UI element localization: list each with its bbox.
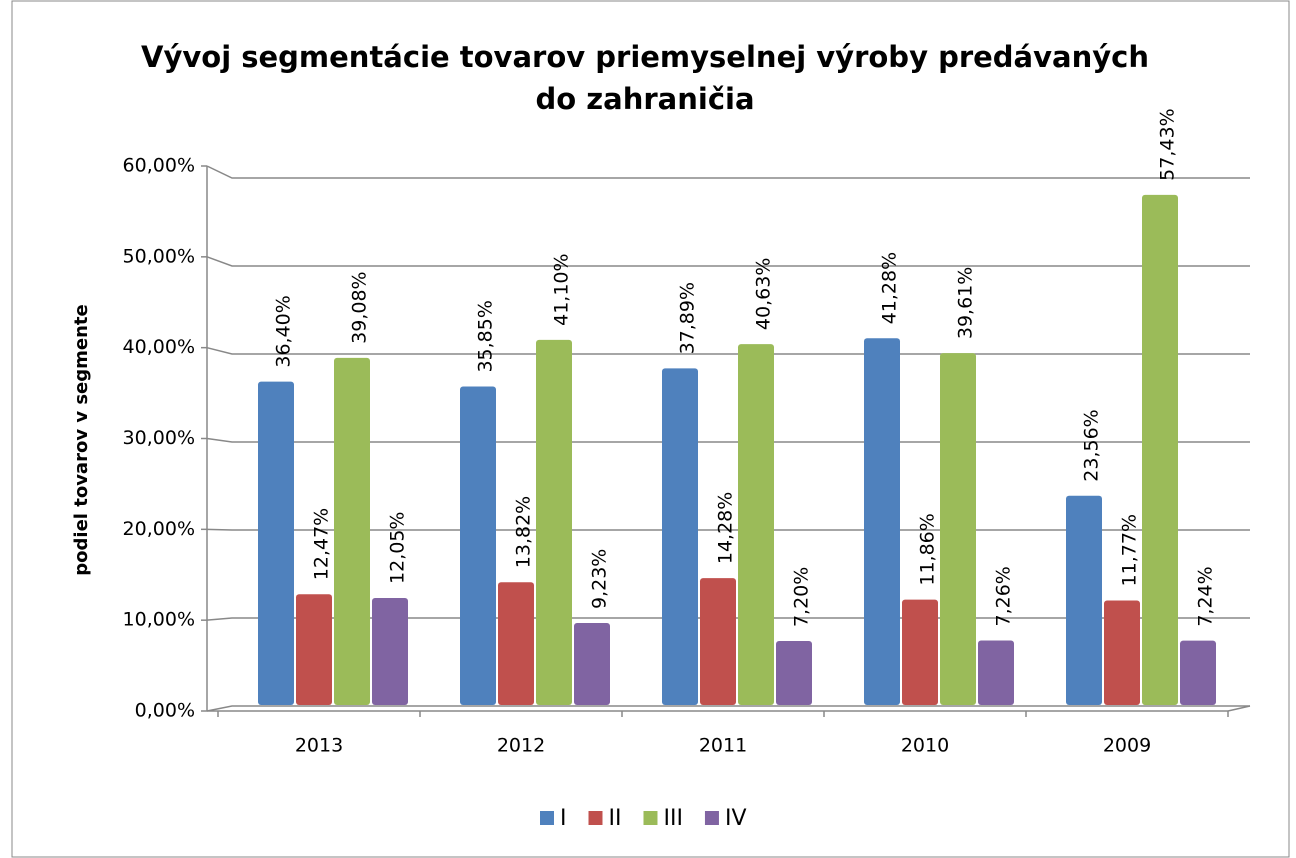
bar	[574, 623, 610, 705]
bar	[372, 597, 408, 705]
x-tick-label: 2009	[1103, 735, 1151, 757]
data-label: 11,86%	[917, 513, 939, 585]
data-label: 35,85%	[475, 300, 497, 372]
data-label: 37,89%	[677, 282, 699, 354]
data-label: 39,08%	[349, 271, 371, 343]
y-tick-label: 60,00%	[123, 155, 195, 177]
data-label: 7,26%	[993, 566, 1015, 626]
y-tick-label: 0,00%	[135, 700, 195, 722]
legend-swatch	[704, 811, 719, 825]
legend-label: IV	[725, 806, 747, 831]
data-label: 36,40%	[273, 295, 295, 367]
y-tick-label: 40,00%	[123, 336, 195, 358]
data-label: 57,43%	[1157, 108, 1179, 180]
bar	[978, 640, 1014, 705]
x-tick-label: 2012	[497, 735, 545, 757]
data-label: 12,05%	[387, 512, 409, 584]
bar	[498, 582, 534, 705]
bar	[536, 339, 572, 705]
grid-line	[206, 437, 1250, 443]
x-tick-label: 2010	[901, 735, 949, 757]
data-label: 23,56%	[1081, 409, 1103, 481]
grid-line	[206, 705, 1250, 712]
y-tick-label: 50,00%	[123, 245, 195, 267]
bar	[940, 353, 976, 705]
bar	[1066, 495, 1102, 705]
bar	[662, 368, 698, 705]
bar	[460, 386, 496, 705]
chart-title: Vývoj segmentácie tovarov priemyselnej v…	[141, 40, 1149, 116]
y-tick-label: 20,00%	[123, 518, 195, 540]
y-tick-label: 10,00%	[123, 609, 195, 631]
data-label: 13,82%	[513, 496, 535, 568]
grid-line	[206, 528, 1250, 531]
data-label: 40,63%	[753, 258, 775, 330]
y-tick-label: 30,00%	[123, 427, 195, 449]
data-label: 14,28%	[715, 492, 737, 564]
data-label: 11,77%	[1119, 514, 1141, 586]
bar	[902, 599, 938, 705]
data-label: 7,24%	[1195, 566, 1217, 626]
bar	[864, 338, 900, 705]
x-tick-label: 2013	[295, 735, 343, 757]
legend-swatch	[588, 811, 603, 825]
data-label: 12,47%	[311, 508, 333, 580]
legend-label: II	[609, 806, 622, 831]
bar	[700, 578, 736, 705]
data-label: 41,10%	[551, 253, 573, 325]
bar	[334, 357, 370, 705]
bar	[776, 641, 812, 705]
chart-border	[11, 0, 1290, 858]
bar	[296, 594, 332, 705]
grid-line	[206, 165, 1250, 179]
bar	[1142, 194, 1178, 705]
legend-label: III	[663, 806, 682, 831]
data-label: 7,20%	[791, 567, 813, 627]
legend-swatch	[540, 811, 554, 825]
data-label: 39,61%	[955, 267, 977, 339]
grid-line	[206, 256, 1250, 267]
y-axis-label: podiel tovarov v segmente	[71, 304, 92, 575]
legend-label: I	[560, 806, 567, 831]
bar	[1180, 640, 1216, 705]
bar	[738, 344, 774, 705]
bar	[258, 381, 294, 705]
bar	[1104, 600, 1140, 705]
data-label: 41,28%	[879, 252, 901, 324]
data-label: 9,23%	[589, 549, 611, 609]
grid-line	[206, 346, 1250, 355]
x-tick-label: 2011	[699, 735, 747, 757]
legend-swatch	[643, 811, 658, 825]
